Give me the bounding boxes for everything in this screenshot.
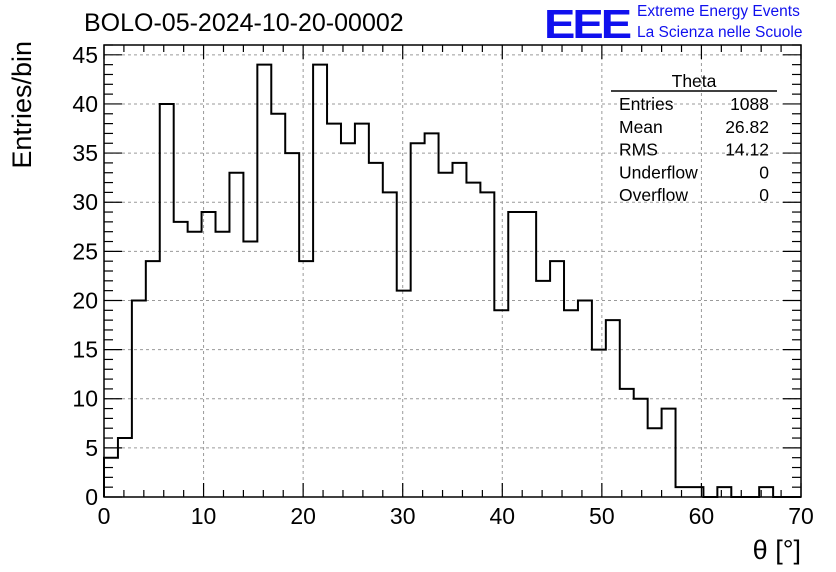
histogram-bin	[662, 409, 676, 497]
y-tick-label: 20	[72, 287, 98, 313]
histogram-bin	[466, 183, 480, 497]
stats-rows: Entries 1088 Mean 26.82 RMS 14.12 Underflow 0 Ov…	[619, 94, 769, 205]
stats-row-label: Overflow	[619, 185, 688, 205]
histogram-bin	[606, 320, 620, 497]
histogram-bin	[564, 310, 578, 497]
histogram-bin	[132, 300, 146, 497]
histogram-bin	[494, 310, 508, 497]
y-tick-label: 45	[72, 42, 98, 68]
histogram-bin	[522, 212, 536, 497]
histogram-bin	[634, 399, 648, 497]
histogram-bin	[383, 192, 397, 497]
logo-caption-line2: La Scienza nelle Scuole	[637, 24, 803, 41]
y-tick-labels: 0 5 10 15 20 25 30 35 40 45	[72, 42, 98, 510]
histogram-bin	[327, 124, 341, 497]
histogram-bin	[271, 114, 285, 497]
stats-row-value: 1088	[730, 94, 769, 114]
histogram-bin	[620, 389, 634, 497]
histogram-bin	[717, 487, 731, 497]
y-tick-label: 25	[72, 238, 98, 264]
y-tick-label: 30	[72, 189, 98, 215]
x-tick-label: 50	[589, 503, 615, 529]
histogram-bin	[229, 173, 243, 497]
stats-row-label: Mean	[619, 117, 663, 137]
y-tick-label: 35	[72, 140, 98, 166]
stats-row-value: 0	[759, 185, 769, 205]
stats-row-value: 0	[759, 162, 769, 182]
stats-row-value: 14.12	[725, 140, 769, 160]
histogram-bin	[550, 261, 564, 497]
stats-box-title: Theta	[672, 71, 717, 91]
histogram-bin	[216, 232, 230, 497]
histogram-bin	[243, 242, 257, 497]
stats-row-label: Underflow	[619, 162, 698, 182]
histogram-bin	[313, 65, 327, 497]
histogram-bin	[188, 232, 202, 497]
y-tick-label: 10	[72, 386, 98, 412]
histogram-bin	[202, 212, 216, 497]
histogram-bin	[299, 261, 313, 497]
histogram-bin	[508, 212, 522, 497]
histogram-bin	[146, 261, 160, 497]
y-tick-label: 0	[85, 484, 98, 510]
histogram-bin	[411, 143, 425, 497]
histogram-bin	[160, 104, 174, 497]
histogram-bin	[341, 143, 355, 497]
x-tick-label: 70	[788, 503, 814, 529]
x-tick-label: 40	[489, 503, 515, 529]
histogram-bin	[118, 438, 132, 497]
page-title: BOLO-05-2024-10-20-00002	[84, 9, 404, 37]
histogram-bin	[397, 291, 411, 497]
histogram-bin	[648, 428, 662, 497]
eee-logo: EEE	[544, 0, 632, 47]
histogram-step-line	[103, 63, 801, 498]
x-tick-label: 30	[390, 503, 416, 529]
y-tick-label: 5	[85, 435, 98, 461]
histogram-bin	[257, 65, 271, 497]
stats-box: Theta Entries 1088 Mean 26.82 RMS 14.12 Underf…	[611, 71, 777, 205]
x-axis-title: θ [°]	[753, 535, 801, 565]
logo-caption-line1: Extreme Energy Events	[637, 3, 800, 20]
histogram-bin	[676, 487, 690, 497]
y-tick-label: 40	[72, 91, 98, 117]
histogram-bin	[285, 153, 299, 497]
histogram-bin	[439, 173, 453, 497]
axis-ticks	[103, 44, 802, 498]
histogram-bin	[453, 163, 467, 497]
x-tick-label: 10	[191, 503, 217, 529]
histogram-bin	[174, 222, 188, 497]
histogram-bins	[104, 65, 773, 497]
histogram-bin	[425, 133, 439, 497]
x-tick-label: 60	[689, 503, 715, 529]
histogram-bin	[536, 281, 550, 497]
stats-row-value: 26.82	[725, 117, 769, 137]
histogram-bin	[592, 350, 606, 497]
grid-lines	[104, 45, 801, 497]
histogram-bin	[369, 163, 383, 497]
stats-row-label: Entries	[619, 94, 674, 114]
y-tick-label: 15	[72, 337, 98, 363]
histogram-bin	[480, 192, 494, 497]
y-axis-title: Entries/bin	[7, 41, 37, 169]
x-tick-label: 0	[98, 503, 111, 529]
stats-row-label: RMS	[619, 140, 658, 160]
x-tick-label: 20	[290, 503, 316, 529]
histogram-bin	[355, 124, 369, 497]
histogram-bin	[578, 300, 592, 497]
x-tick-labels: 0 10 20 30 40 50 60 70	[98, 503, 814, 529]
